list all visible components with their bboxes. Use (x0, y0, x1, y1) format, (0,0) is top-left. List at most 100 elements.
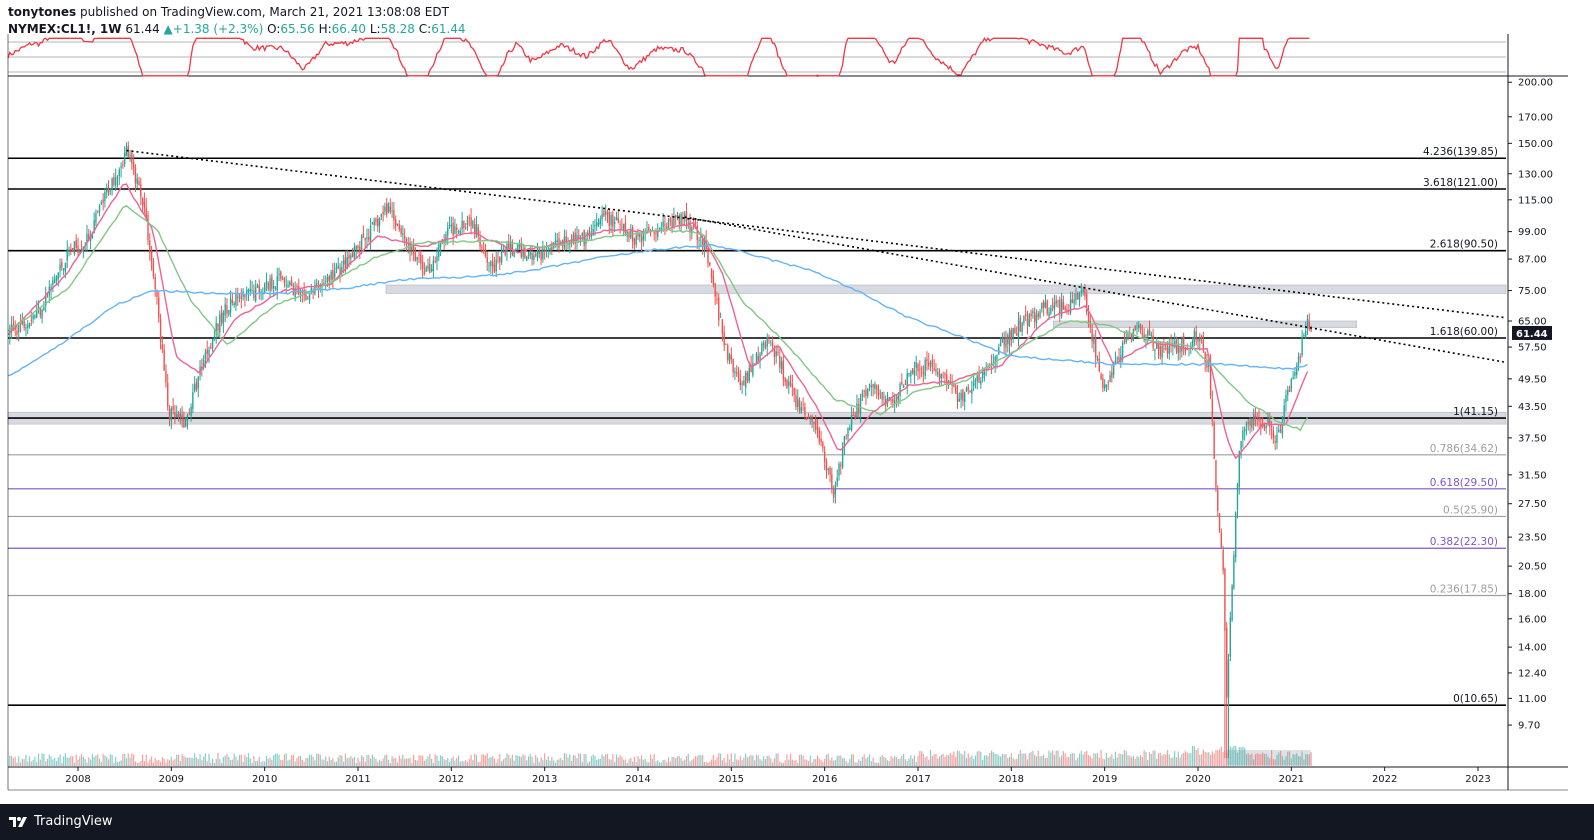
volume-bar (1118, 753, 1120, 766)
volume-bar (730, 753, 732, 766)
candle-body (604, 211, 607, 215)
volume-bar (276, 753, 278, 766)
volume-bar (19, 762, 22, 766)
candle-body (838, 463, 840, 476)
volume-bar (1156, 758, 1158, 766)
candle-body (1263, 423, 1266, 429)
candle-body (800, 407, 803, 414)
volume-bar (813, 759, 815, 766)
candle-body (88, 233, 90, 241)
candle-body (278, 273, 280, 275)
candle-body (746, 371, 749, 381)
candle-body (384, 206, 386, 212)
volume-bar (544, 753, 546, 766)
volume-bar (490, 757, 492, 766)
volume-bar (1263, 753, 1266, 766)
candle-body (610, 215, 612, 225)
candle-body (468, 217, 470, 219)
candle-body (956, 393, 959, 403)
volume-bar (693, 758, 695, 766)
volume-bar (847, 762, 849, 766)
candle-body (190, 406, 192, 417)
volume-bar (872, 757, 874, 766)
tradingview-logo-icon[interactable] (8, 813, 28, 831)
candle-body (159, 318, 162, 343)
candle-body (509, 241, 512, 251)
candle-body (172, 406, 174, 411)
volume-bar (321, 759, 323, 766)
candle-body (464, 227, 467, 229)
price-chart[interactable]: 4.236(139.85) 3.618(121.00) 2.618(90.50) 1.… (0, 0, 1594, 804)
volume-bar (664, 759, 666, 766)
volume-bar (285, 753, 287, 766)
volume-bar (585, 754, 587, 766)
tradingview-brand[interactable]: TradingView (34, 814, 113, 829)
volume-bar (759, 758, 761, 766)
candle-body (786, 380, 788, 389)
volume-bar (915, 761, 917, 766)
volume-bar (118, 761, 120, 766)
candle-body (827, 468, 829, 471)
candle-body (700, 236, 702, 238)
volume-bar (1163, 753, 1165, 766)
candlesticks (9, 141, 1312, 759)
candle-body (712, 276, 715, 285)
candle-body (910, 371, 912, 376)
x-tick-label: 2013 (532, 774, 557, 785)
candle-body (405, 239, 408, 243)
volume-bar (461, 760, 463, 766)
volume-bar (66, 757, 68, 766)
volume-bar (1270, 750, 1273, 766)
symbol-label[interactable]: NYMEX:CL1!, 1W (8, 22, 122, 36)
candle-body (962, 390, 964, 402)
volume-bar (1109, 756, 1111, 766)
candle-body (131, 152, 133, 164)
candle-body (972, 382, 975, 387)
chart-header: tonytones published on TradingView.com, … (8, 4, 1568, 38)
volume-bar (928, 759, 930, 766)
price-zone (385, 284, 1507, 294)
candle-body (624, 222, 627, 234)
candle-body (1102, 378, 1104, 388)
volume-bar (495, 762, 497, 766)
volume-bar (1043, 754, 1045, 766)
candle-body (983, 372, 986, 376)
volume-bar (282, 760, 284, 766)
volume-bar (761, 760, 763, 766)
volume-bar (436, 755, 438, 766)
candle-body (68, 249, 70, 252)
volume-bar (213, 762, 216, 766)
candle-body (57, 272, 59, 280)
volume-bar (1143, 750, 1145, 766)
volume-bar (23, 759, 25, 766)
volume-bar (1032, 750, 1034, 766)
volume-bar (483, 754, 485, 766)
volume-bar (362, 756, 364, 766)
volume-bar (935, 753, 937, 766)
candle-body (1270, 429, 1273, 430)
volume-bar (143, 761, 146, 766)
volume-bar (838, 755, 840, 766)
volume-bar (603, 756, 605, 766)
volume-bar (707, 762, 709, 766)
volume-bar (269, 757, 271, 766)
candle-body (685, 211, 688, 222)
volume-bar (831, 757, 833, 766)
moving-average-ma_mid (7, 204, 1309, 432)
volume-bar (612, 754, 614, 766)
volume-bar (818, 758, 820, 766)
volume-bar (856, 762, 858, 766)
volume-bar (102, 753, 104, 766)
volume-bar (1077, 757, 1079, 766)
candle-body (330, 271, 332, 280)
volume-bar (1035, 756, 1038, 766)
volume-bar (691, 760, 693, 766)
volume-bar (95, 755, 97, 766)
volume-bar (1220, 746, 1222, 766)
volume-bar (484, 755, 487, 766)
volume-bar (186, 757, 189, 766)
candle-body (766, 337, 768, 347)
author-name[interactable]: tonytones (8, 5, 77, 19)
candle-body (247, 289, 250, 292)
candle-body (990, 363, 993, 366)
